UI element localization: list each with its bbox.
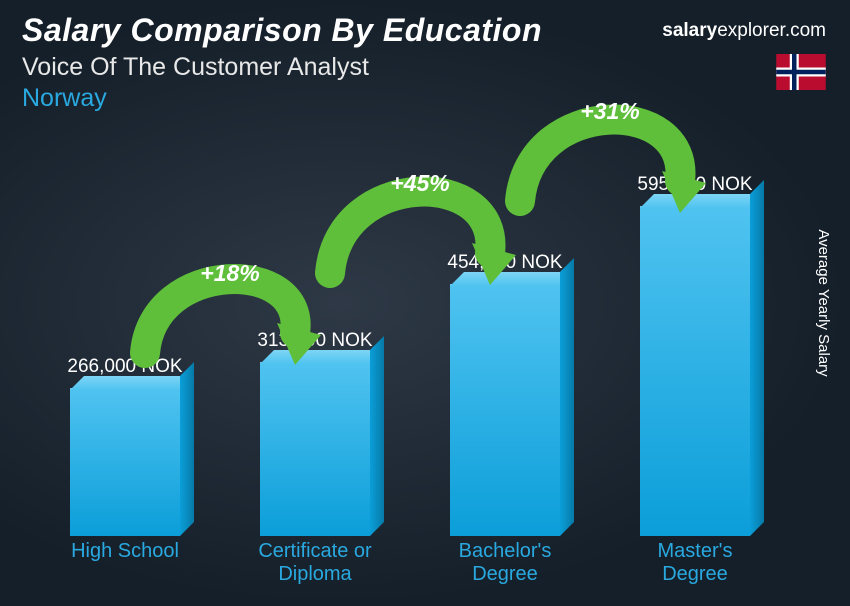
brand-suffix: .com [785,20,826,41]
norway-flag-icon [776,54,826,90]
bar [70,388,180,536]
brand-light: explorer [717,20,785,41]
bar-group: 266,000 NOK [30,356,220,536]
bar-label: High School [30,540,220,586]
chart: 266,000 NOK 313,000 NOK 454,000 NOK 595,000… [30,140,790,586]
bar-label: Bachelor'sDegree [410,540,600,586]
brand-bold: salary [662,20,717,41]
bars-container: 266,000 NOK 313,000 NOK 454,000 NOK 595,000… [30,140,790,536]
bar-value: 595,000 NOK [637,174,752,196]
bar-group: 313,000 NOK [220,330,410,536]
bar [640,206,750,536]
country-label: Norway [22,84,828,113]
bar-group: 454,000 NOK [410,252,600,536]
bar-value: 266,000 NOK [67,356,182,378]
brand-logo: salaryexplorer.com [662,20,826,42]
labels-container: High SchoolCertificate orDiplomaBachelor… [30,540,790,586]
bar-label: Certificate orDiploma [220,540,410,586]
bar-value: 454,000 NOK [447,252,562,274]
page-subtitle: Voice Of The Customer Analyst [22,53,828,82]
bar-value: 313,000 NOK [257,330,372,352]
bar [450,284,560,536]
bar-label: Master'sDegree [600,540,790,586]
y-axis-label: Average Yearly Salary [815,229,832,376]
bar [260,362,370,536]
bar-group: 595,000 NOK [600,174,790,536]
